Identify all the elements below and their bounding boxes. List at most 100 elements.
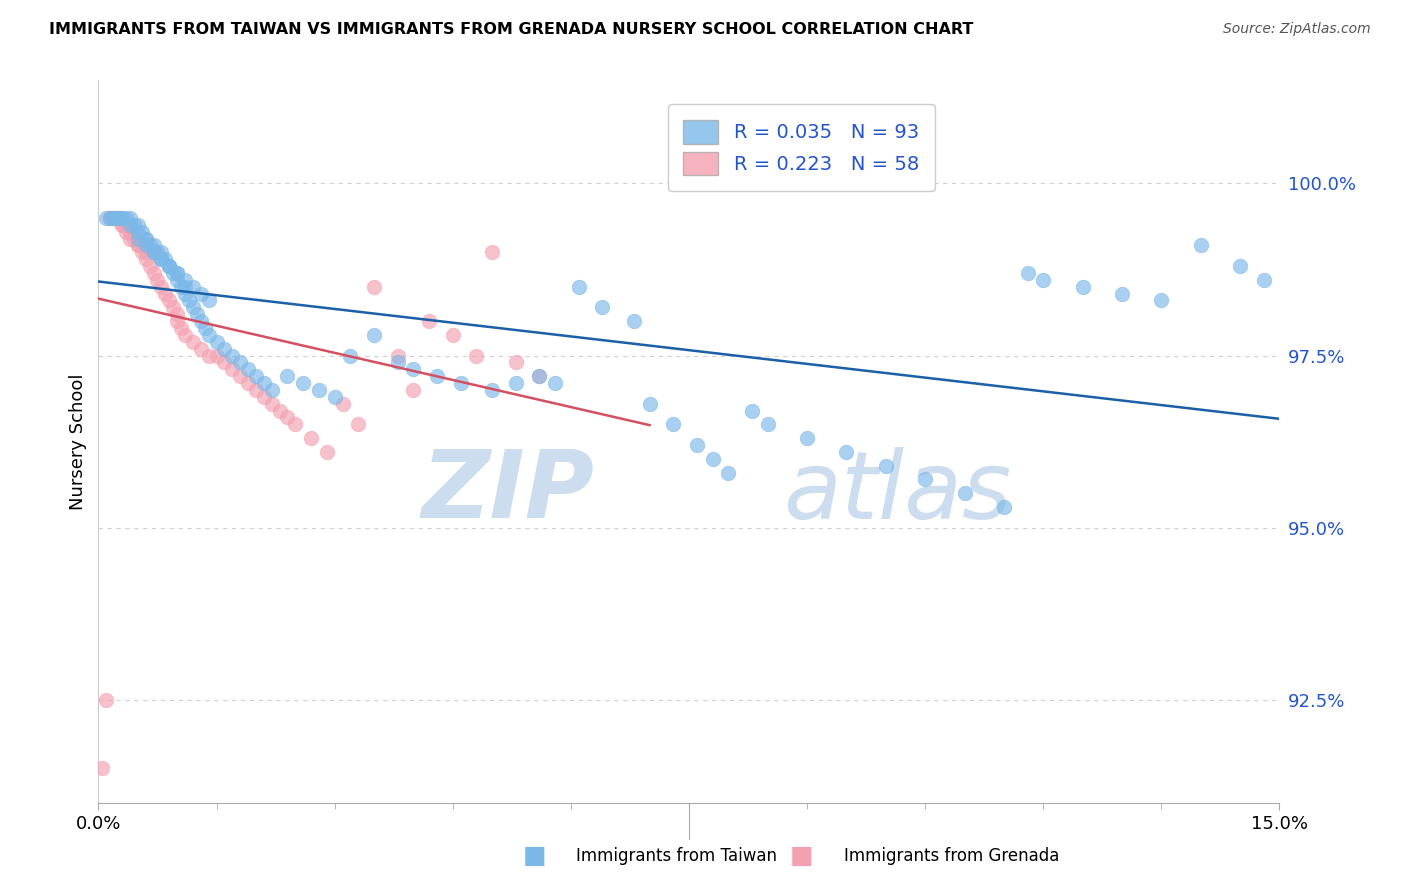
Point <box>717 466 740 480</box>
Point <box>702 451 724 466</box>
Point <box>221 362 243 376</box>
Point <box>194 321 217 335</box>
Point <box>96 211 118 225</box>
Point <box>363 279 385 293</box>
Point <box>236 376 259 390</box>
Point <box>107 211 129 225</box>
Point <box>127 225 149 239</box>
Point <box>111 218 134 232</box>
Point <box>98 211 121 225</box>
Point <box>1150 293 1173 308</box>
Point <box>98 211 121 225</box>
Point <box>146 245 169 260</box>
Point <box>190 314 212 328</box>
Point <box>103 211 125 225</box>
Point <box>529 369 551 384</box>
Point <box>662 417 685 432</box>
Point <box>155 286 177 301</box>
Point <box>544 376 567 390</box>
Point <box>1032 273 1054 287</box>
Point <box>122 231 145 245</box>
Y-axis label: Nursery School: Nursery School <box>69 373 87 510</box>
Point <box>1111 286 1133 301</box>
Point <box>505 355 527 369</box>
Point <box>118 211 141 225</box>
Text: Immigrants from Grenada: Immigrants from Grenada <box>844 847 1059 865</box>
Point <box>450 376 472 390</box>
Point <box>111 218 134 232</box>
Point <box>205 349 228 363</box>
Point <box>162 301 184 315</box>
Point <box>1071 279 1094 293</box>
Point <box>122 218 145 232</box>
Point <box>142 238 165 252</box>
Point <box>166 273 188 287</box>
Text: ■: ■ <box>523 845 546 868</box>
Point <box>505 376 527 390</box>
Point <box>221 349 243 363</box>
Point <box>157 259 180 273</box>
Point <box>96 692 118 706</box>
Point <box>135 245 157 260</box>
Point <box>229 369 252 384</box>
Point <box>174 286 197 301</box>
Point <box>166 266 188 280</box>
Point <box>229 355 252 369</box>
Point <box>529 369 551 384</box>
Point <box>387 355 409 369</box>
Point <box>150 252 173 267</box>
Point <box>441 327 464 342</box>
Point <box>308 383 330 397</box>
Point <box>150 279 173 293</box>
Point <box>284 417 307 432</box>
Point <box>269 403 291 417</box>
Point <box>190 342 212 356</box>
Point <box>166 307 188 321</box>
Point <box>418 314 440 328</box>
Point <box>236 362 259 376</box>
Point <box>260 383 283 397</box>
Point <box>91 761 114 775</box>
Point <box>402 362 425 376</box>
Point <box>107 211 129 225</box>
Point <box>245 383 267 397</box>
Point <box>299 431 322 445</box>
Point <box>118 225 141 239</box>
Point <box>103 211 125 225</box>
Point <box>115 211 138 225</box>
Point <box>166 314 188 328</box>
Point <box>146 273 169 287</box>
Point <box>111 211 134 225</box>
Point <box>127 231 149 245</box>
Point <box>323 390 346 404</box>
Point <box>875 458 897 473</box>
Point <box>363 327 385 342</box>
Point <box>181 334 204 349</box>
Point <box>170 279 193 293</box>
Point <box>914 472 936 486</box>
Point <box>347 417 370 432</box>
Point <box>107 211 129 225</box>
Point <box>150 252 173 267</box>
Point <box>111 211 134 225</box>
Text: Source: ZipAtlas.com: Source: ZipAtlas.com <box>1223 22 1371 37</box>
Point <box>197 327 219 342</box>
Point <box>181 279 204 293</box>
Point <box>135 231 157 245</box>
Point <box>214 342 236 356</box>
Point <box>190 286 212 301</box>
Text: Immigrants from Taiwan: Immigrants from Taiwan <box>576 847 778 865</box>
Point <box>142 245 165 260</box>
Point <box>98 211 121 225</box>
Point <box>138 238 160 252</box>
Point <box>426 369 449 384</box>
Point <box>1253 273 1275 287</box>
Point <box>181 301 204 315</box>
Point <box>177 293 200 308</box>
Point <box>197 293 219 308</box>
Point <box>135 252 157 267</box>
Point <box>339 349 361 363</box>
Point <box>332 397 354 411</box>
Point <box>276 369 298 384</box>
Point <box>276 410 298 425</box>
